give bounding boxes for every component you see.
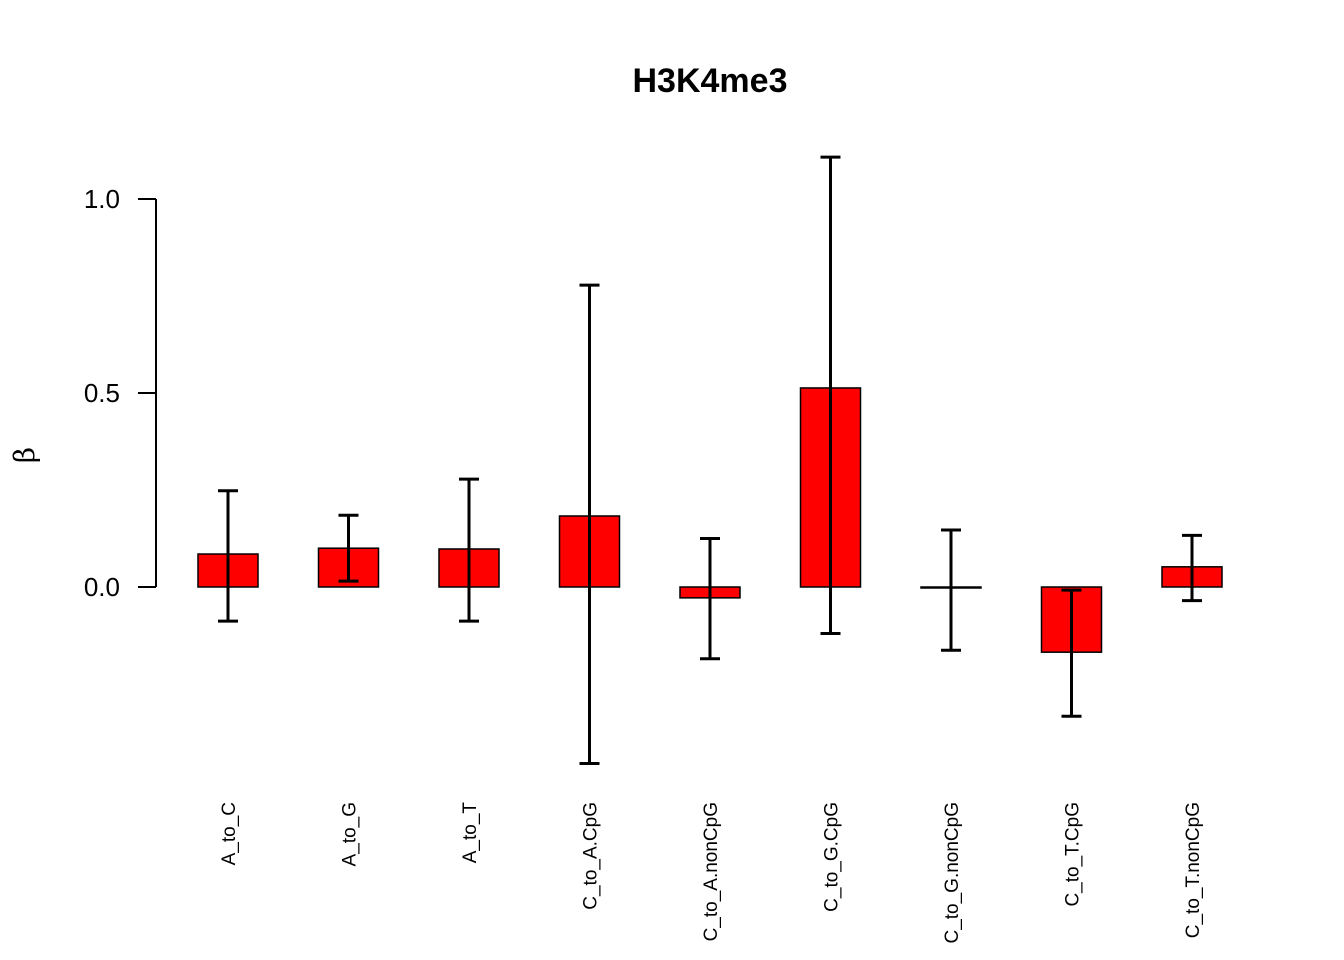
y-tick-label: 0.0 xyxy=(84,572,120,602)
error-bar xyxy=(1061,588,1082,718)
x-tick-label: C_to_T.nonCpG xyxy=(1183,802,1204,938)
error-bar xyxy=(1182,533,1202,603)
error-bar xyxy=(579,283,600,766)
error-bars-group xyxy=(218,155,1202,766)
x-tick-label: C_to_T.CpG xyxy=(1063,802,1084,907)
y-axis: 0.0 0.5 1.0 xyxy=(84,184,157,602)
x-tick-label: C_to_A.nonCpG xyxy=(701,802,722,941)
x-tick-label: A_to_T xyxy=(460,802,481,864)
x-tick-label: C_to_A.CpG xyxy=(581,802,602,910)
error-bar xyxy=(338,513,359,583)
y-tick-label: 1.0 xyxy=(84,184,120,214)
error-bar xyxy=(459,477,479,623)
error-bar xyxy=(941,528,961,652)
error-bar xyxy=(820,155,841,636)
y-tick-label: 0.5 xyxy=(84,378,120,408)
error-bar xyxy=(700,537,720,661)
x-tick-label: C_to_G.nonCpG xyxy=(942,802,963,944)
chart-title: H3K4me3 xyxy=(633,62,788,100)
error-bar xyxy=(218,489,238,623)
x-tick-labels: A_to_C A_to_G A_to_T C_to_A.CpG C_to_A.nonCp… xyxy=(219,802,1204,944)
y-axis-label: β xyxy=(8,447,41,463)
x-tick-label: C_to_G.CpG xyxy=(822,802,843,912)
x-tick-label: A_to_G xyxy=(340,802,361,866)
x-tick-label: A_to_C xyxy=(219,802,240,865)
